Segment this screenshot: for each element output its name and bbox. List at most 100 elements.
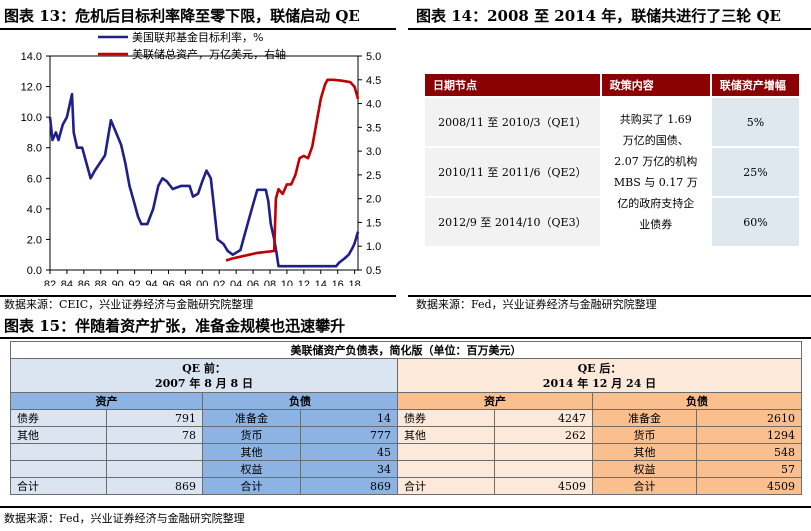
y-left-tick-label: 14.0 [21, 51, 42, 63]
x-tick-label: 12 [298, 279, 310, 286]
after-asset-name [397, 443, 495, 461]
balance-row: 债券 791 准备金 14 债券 4247 准备金 2610 [10, 409, 802, 427]
after-asset-name: 合计 [397, 477, 495, 495]
after-liability-name: 准备金 [592, 409, 697, 427]
y-left-tick-label: 8.0 [27, 143, 42, 155]
after-qe-label: QE 后： [577, 361, 622, 375]
after-asset-value: 262 [494, 426, 593, 444]
after-liability-name: 权益 [592, 460, 697, 478]
after-liability-name: 其他 [592, 443, 697, 461]
x-tick-label: 06 [247, 279, 259, 286]
fed-total-assets-line [225, 78, 360, 262]
header-date: 日期节点 [425, 74, 600, 96]
x-tick-label: 00 [196, 279, 208, 286]
y-left-tick-label: 6.0 [27, 173, 42, 185]
fed-chart: 0.0 2.0 4.0 6.0 8.0 10.0 12.0 14.0 0.5 1.0 1.5 2.0 2… [21, 30, 382, 286]
fig13-source-rule [0, 295, 396, 297]
after-qe-date: 2014 年 12 月 24 日 [542, 376, 657, 390]
before-liabilities-header: 负债 [202, 392, 398, 410]
before-asset-value: 869 [106, 477, 203, 495]
after-asset-name: 其他 [397, 426, 495, 444]
before-asset-name [10, 460, 107, 478]
y-right-tick-label: 1.5 [366, 217, 381, 229]
fig14-title-rule [408, 28, 811, 30]
qe3-increase: 60% [711, 198, 799, 246]
x-tick-label: 88 [95, 279, 107, 286]
x-tick-label: 04 [230, 279, 242, 286]
y-right-tick-label: 2.5 [366, 170, 381, 182]
balance-row: 合计 869 合计 869 合计 4509 合计 4509 [10, 477, 802, 495]
before-liability-value: 14 [300, 409, 398, 427]
after-asset-value: 4509 [494, 477, 593, 495]
fig13-source: 数据来源：CEIC，兴业证券经济与金融研究院整理 [4, 298, 254, 311]
qe1-increase: 5% [711, 98, 799, 146]
fig13-title-rule [0, 28, 396, 30]
fig14-source-rule [408, 295, 811, 297]
y-right-tick-label: 3.5 [366, 122, 381, 134]
x-tick-label: 86 [78, 279, 90, 286]
table-title: 美联储资产负债表，简化版（单位：百万美元） [10, 341, 802, 359]
qe2-increase: 25% [711, 148, 799, 196]
x-tick-label: 90 [112, 279, 124, 286]
fig14-source: 数据来源：Fed，兴业证券经济与金融研究院整理 [416, 298, 657, 311]
y-right-tick-label: 5.0 [366, 51, 381, 63]
y-left-tick-label: 10.0 [21, 112, 42, 124]
after-asset-value [494, 460, 593, 478]
before-qe-label: QE 前： [182, 361, 226, 375]
policy-line: 万亿的国债、 [622, 134, 689, 147]
x-tick-label: 02 [213, 279, 225, 286]
y-right-tick-label: 3.0 [366, 146, 381, 158]
before-asset-name: 合计 [10, 477, 107, 495]
before-asset-name: 其他 [10, 426, 107, 444]
x-tick-label: 98 [179, 279, 191, 286]
y-right-tick-label: 1.0 [366, 241, 381, 253]
after-liability-value: 2610 [696, 409, 802, 427]
fig15-source-rule [0, 506, 811, 508]
balance-row: 其他 45 其他 548 [10, 443, 802, 461]
after-qe-header: QE 后： 2014 年 12 月 24 日 [397, 358, 802, 393]
policy-line: 共购买了 1.69 [619, 113, 692, 126]
after-liability-name: 货币 [592, 426, 697, 444]
before-asset-value: 791 [106, 409, 203, 427]
before-asset-name [10, 443, 107, 461]
fig15-title: 图表 15：伴随着资产扩张，准备金规模也迅速攀升 [4, 317, 346, 335]
balance-row: 权益 34 权益 57 [10, 460, 802, 478]
qe3-period: 2012/9 至 2014/10（QE3） [425, 198, 600, 246]
before-assets-header: 资产 [10, 392, 203, 410]
x-tick-label: 10 [281, 279, 293, 286]
balance-row: 其他 78 货币 777 其他 262 货币 1294 [10, 426, 802, 444]
x-tick-label: 94 [145, 279, 157, 286]
qe-rounds-table: 日期节点 政策内容 联储资产增幅 2008/11 至 2010/3（QE1） 共… [423, 72, 801, 248]
before-liability-value: 869 [300, 477, 398, 495]
after-asset-value: 4247 [494, 409, 593, 427]
after-liability-value: 4509 [696, 477, 802, 495]
y-left-tick-label: 2.0 [27, 234, 42, 246]
fed-funds-rate-line [48, 92, 360, 268]
fig15-source: 数据来源：Fed，兴业证券经济与金融研究院整理 [4, 512, 245, 525]
policy-line: 2.07 万亿的机构 [614, 155, 698, 168]
after-asset-name: 债券 [397, 409, 495, 427]
y-left-tick-label: 12.0 [21, 82, 42, 94]
before-qe-header: QE 前： 2007 年 8 月 8 日 [10, 358, 398, 393]
header-policy: 政策内容 [601, 74, 710, 96]
policy-line: 亿的政府支持企 [617, 197, 695, 210]
plot-frame [49, 55, 359, 271]
x-tick-label: 84 [61, 279, 73, 286]
fig14-title: 图表 14：2008 至 2014 年，联储共进行了三轮 QE [416, 7, 781, 25]
after-asset-name [397, 460, 495, 478]
after-liability-value: 548 [696, 443, 802, 461]
y-right-tick-label: 4.0 [366, 99, 381, 111]
qe1-period: 2008/11 至 2010/3（QE1） [425, 98, 600, 146]
x-tick-label: 96 [162, 279, 174, 286]
before-liability-name: 权益 [202, 460, 301, 478]
after-liability-name: 合计 [592, 477, 697, 495]
before-liability-name: 准备金 [202, 409, 301, 427]
header-increase: 联储资产增幅 [711, 74, 799, 96]
x-tick-label: 16 [332, 279, 344, 286]
fig15-title-rule [0, 337, 811, 339]
before-liability-value: 45 [300, 443, 398, 461]
before-qe-date: 2007 年 8 月 8 日 [154, 376, 254, 390]
policy-line: MBS 与 0.17 万 [613, 176, 698, 189]
before-liability-value: 777 [300, 426, 398, 444]
y-left-tick-label: 4.0 [27, 204, 42, 216]
